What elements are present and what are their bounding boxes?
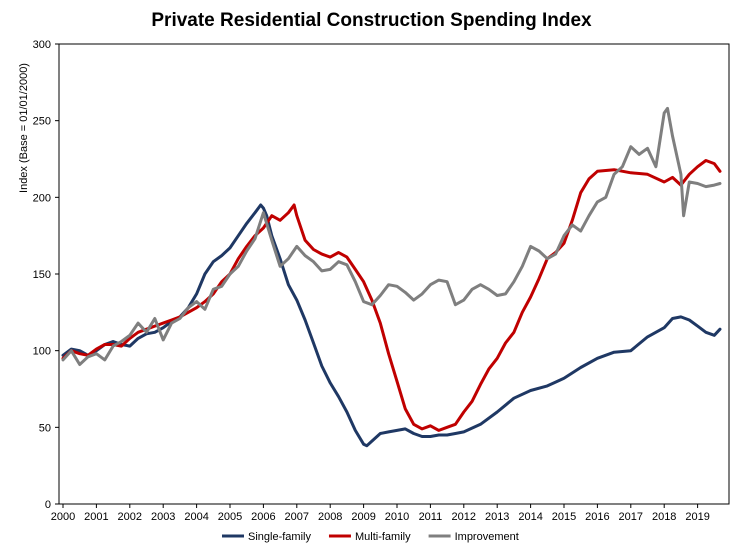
legend-item: Improvement bbox=[428, 531, 519, 543]
x-tick-label: 2000 bbox=[51, 511, 75, 523]
x-tick-label: 2001 bbox=[84, 511, 108, 523]
x-tick-label: 2014 bbox=[518, 511, 542, 523]
x-tick-label: 2007 bbox=[285, 511, 309, 523]
y-tick-label: 150 bbox=[33, 269, 51, 281]
legend: Single-family Multi-family Improvement bbox=[222, 531, 519, 543]
y-tick-label: 250 bbox=[33, 116, 51, 128]
plot-area: 0 50 100 150 200 250 300 2000 2001 2002 2003 2004 20… bbox=[33, 39, 730, 523]
legend-label: Improvement bbox=[455, 531, 519, 543]
y-tick-label: 100 bbox=[33, 346, 51, 358]
x-tick-label: 2016 bbox=[585, 511, 609, 523]
x-tick-label: 2008 bbox=[318, 511, 342, 523]
y-tick-label: 200 bbox=[33, 192, 51, 204]
series-line-improvement bbox=[61, 106, 722, 366]
legend-item: Multi-family bbox=[328, 531, 411, 543]
x-tick-label: 2017 bbox=[619, 511, 643, 523]
y-tick-label: 50 bbox=[39, 422, 51, 434]
x-tick-label: 2004 bbox=[184, 511, 208, 523]
x-tick-label: 2006 bbox=[251, 511, 275, 523]
legend-label: Multi-family bbox=[355, 531, 411, 543]
x-tick-label: 2015 bbox=[552, 511, 576, 523]
x-tick-label: 2013 bbox=[485, 511, 509, 523]
legend-item: Single-family bbox=[222, 531, 311, 543]
legend-label: Single-family bbox=[248, 531, 311, 543]
chart-title: Private Residential Construction Spendin… bbox=[151, 10, 592, 31]
x-tick-label: 2003 bbox=[151, 511, 175, 523]
x-tick-label: 2009 bbox=[351, 511, 375, 523]
x-tick-label: 2010 bbox=[385, 511, 409, 523]
y-axis-label: Index (Base = 01/01/2000) bbox=[18, 63, 30, 193]
x-tick-label: 2019 bbox=[685, 511, 709, 523]
plot-frame bbox=[58, 43, 730, 505]
x-tick-label: 2011 bbox=[419, 511, 443, 523]
x-tick-label: 2012 bbox=[452, 511, 476, 523]
y-tick-label: 300 bbox=[33, 39, 51, 51]
series-line-multi-family bbox=[61, 159, 722, 432]
y-tick-label: 0 bbox=[45, 499, 51, 511]
x-tick-label: 2005 bbox=[218, 511, 242, 523]
series-line-single-family bbox=[61, 203, 722, 448]
x-tick-label: 2018 bbox=[652, 511, 676, 523]
x-tick-label: 2002 bbox=[118, 511, 142, 523]
